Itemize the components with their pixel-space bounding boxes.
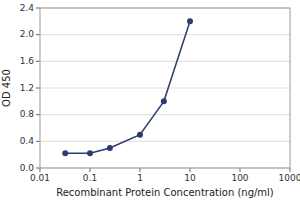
x-tick — [240, 168, 241, 172]
grid-line — [40, 141, 290, 142]
y-tick — [36, 8, 40, 9]
y-axis: 0.0 0.4 0.8 1.2 1.6 2.0 2.4 — [20, 3, 40, 173]
y-tick — [36, 114, 40, 115]
x-tick — [40, 168, 41, 172]
grid — [40, 8, 290, 168]
chart-container: 0.0 0.4 0.8 1.2 1.6 2.0 2.4 0.01 0.1 1 10 100 1000 Re… — [0, 0, 300, 200]
x-tick — [290, 168, 291, 172]
y-tick — [36, 34, 40, 35]
data-point — [137, 132, 143, 138]
y-tick-label: 2.4 — [20, 3, 35, 13]
y-tick — [36, 88, 40, 89]
y-tick-label: 2.0 — [20, 29, 35, 39]
y-axis-label: OD 450 — [1, 69, 12, 107]
data-point — [187, 18, 193, 24]
y-tick-label: 1.2 — [20, 83, 34, 93]
x-tick — [90, 168, 91, 172]
x-tick-label: 100 — [231, 173, 248, 183]
data-point — [62, 150, 68, 156]
x-tick-label: 10 — [184, 173, 196, 183]
y-tick-label: 0.8 — [20, 109, 35, 119]
x-tick-label: 1 — [137, 173, 143, 183]
x-axis: 0.01 0.1 1 10 100 1000 — [30, 168, 300, 183]
y-tick-label: 0.0 — [20, 163, 35, 173]
y-tick — [36, 168, 40, 169]
y-tick — [36, 141, 40, 142]
chart-svg: 0.0 0.4 0.8 1.2 1.6 2.0 2.4 0.01 0.1 1 10 100 1000 Re… — [0, 0, 300, 200]
x-tick-label: 0.01 — [30, 173, 50, 183]
data-line — [65, 21, 190, 153]
grid-line — [40, 61, 290, 62]
plot-frame — [40, 8, 290, 168]
x-axis-label: Recombinant Protein Concentration (ng/ml… — [56, 187, 274, 198]
plot-area — [62, 18, 193, 156]
x-tick-label: 0.1 — [83, 173, 97, 183]
x-tick-label: 1000 — [279, 173, 300, 183]
y-tick — [36, 61, 40, 62]
x-tick — [140, 168, 141, 172]
grid-line — [40, 88, 290, 89]
data-point — [107, 145, 113, 151]
grid-line — [40, 114, 290, 115]
grid-line — [40, 34, 290, 35]
x-tick — [190, 168, 191, 172]
y-tick-label: 0.4 — [20, 136, 35, 146]
data-point — [87, 150, 93, 156]
data-point — [161, 98, 167, 104]
y-tick-label: 1.6 — [20, 56, 35, 66]
